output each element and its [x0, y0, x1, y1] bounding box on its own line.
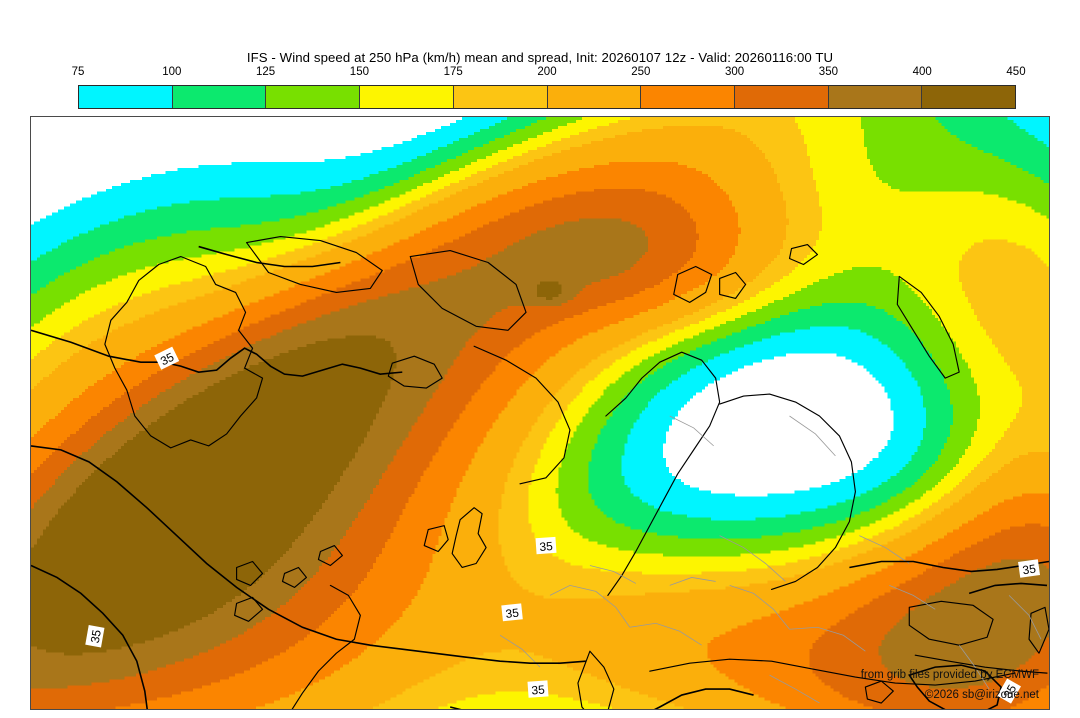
colorbar-legend: 75 100 125 150 175 200 250 300 350 400 450: [78, 85, 1016, 109]
colorbar-band-100-125: [172, 86, 266, 108]
svg-text:35: 35: [88, 628, 104, 644]
copyright-credit: ©2026 sb@irizone.net: [925, 689, 1039, 701]
colorbar-band-250-300: [640, 86, 734, 108]
colorbar-band-75-100: [79, 86, 172, 108]
svg-text:35: 35: [505, 606, 520, 621]
colorbar-tick-100: 100: [162, 66, 181, 78]
colorbar-tick-125: 125: [256, 66, 275, 78]
colorbar-band-200-250: [547, 86, 641, 108]
svg-text:35: 35: [1022, 562, 1037, 578]
spread-contour-label: 35: [527, 680, 548, 697]
colorbar-tick-175: 175: [444, 66, 463, 78]
spread-contour-label: 35: [85, 625, 104, 647]
colorbar-band-400-450: [921, 86, 1015, 108]
colorbar-tick-200: 200: [537, 66, 556, 78]
colorbar-tick-400: 400: [913, 66, 932, 78]
wind-speed-filled-contours: [31, 117, 1049, 709]
colorbar-tick-250: 250: [631, 66, 650, 78]
colorbar-tick-350: 350: [819, 66, 838, 78]
svg-text:35: 35: [531, 683, 546, 698]
colorbar-tick-300: 300: [725, 66, 744, 78]
colorbar-band-150-175: [359, 86, 453, 108]
colorbar-band-175-200: [453, 86, 547, 108]
colorbar-tick-labels: 75 100 125 150 175 200 250 300 350 400 450: [78, 66, 1016, 84]
spread-contour-label: 35: [1018, 559, 1040, 578]
colorbar-tick-75: 75: [72, 66, 85, 78]
source-credit: from grib files provided by ECMWF: [861, 669, 1039, 681]
colorbar-tick-150: 150: [350, 66, 369, 78]
colorbar-band-350-400: [828, 86, 922, 108]
spread-contour-label: 35: [535, 537, 556, 554]
map-panel[interactable]: 35 35 35 35 35 35 35 from grib files provided …: [30, 116, 1050, 710]
colorbar-band-125-150: [265, 86, 359, 108]
colorbar-band-300-350: [734, 86, 828, 108]
colorbar-tick-450: 450: [1006, 66, 1025, 78]
colorbar-swatches: [78, 85, 1016, 109]
page-title: IFS - Wind speed at 250 hPa (km/h) mean …: [0, 50, 1080, 65]
svg-text:35: 35: [539, 539, 554, 554]
spread-contour-label: 35: [501, 603, 523, 621]
